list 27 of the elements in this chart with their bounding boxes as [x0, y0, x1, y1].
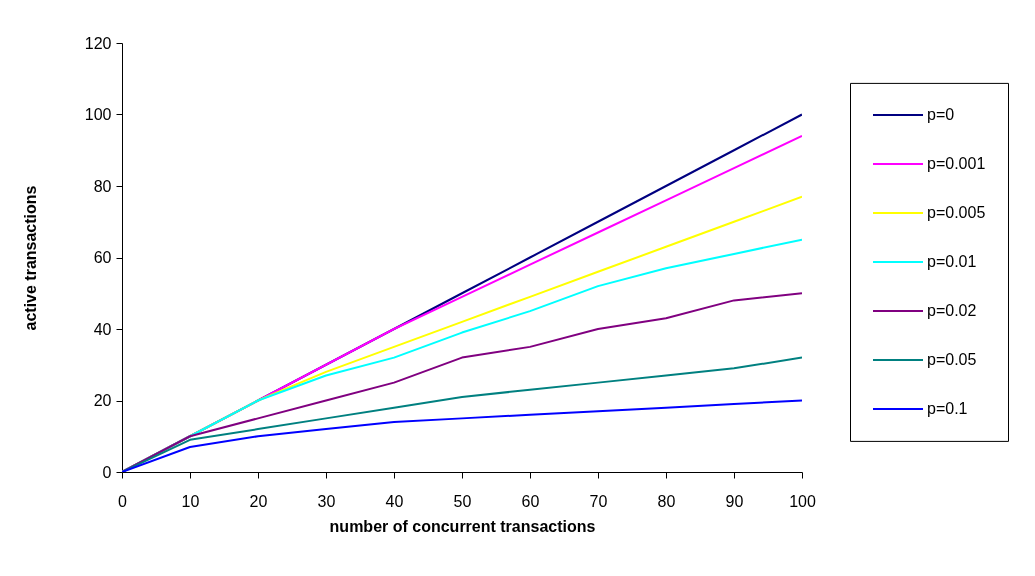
legend-label: p=0.05	[927, 350, 977, 368]
x-tick-label: 70	[589, 492, 608, 510]
y-tick-label: 100	[84, 106, 112, 123]
x-tick-label: 10	[181, 492, 200, 510]
legend-label: p=0.02	[927, 301, 977, 319]
legend-label: p=0.1	[927, 399, 968, 417]
y-tick-label: 80	[93, 177, 112, 195]
y-tick-label: 40	[93, 320, 112, 338]
legend-label: p=0	[927, 105, 955, 123]
legend-label: p=0.005	[927, 203, 986, 221]
x-axis-title: number of concurrent transactions	[329, 517, 596, 535]
y-tick-label: 60	[93, 249, 112, 266]
x-tick-label: 30	[317, 492, 336, 510]
y-tick-label: 20	[93, 392, 112, 409]
y-axis-title: active transactions	[21, 185, 39, 331]
y-tick-label: 120	[84, 34, 112, 52]
x-tick-label: 60	[521, 492, 540, 510]
legend-label: p=0.001	[927, 154, 986, 172]
x-tick-label: 20	[249, 492, 268, 510]
y-tick-label: 0	[102, 463, 112, 481]
x-tick-label: 50	[453, 492, 472, 510]
x-tick-label: 40	[385, 492, 404, 510]
legend-label: p=0.01	[927, 252, 977, 270]
x-tick-label: 80	[657, 492, 676, 510]
x-tick-label: 100	[789, 492, 816, 510]
x-tick-label: 90	[725, 492, 744, 510]
x-tick-label: 0	[118, 492, 128, 510]
